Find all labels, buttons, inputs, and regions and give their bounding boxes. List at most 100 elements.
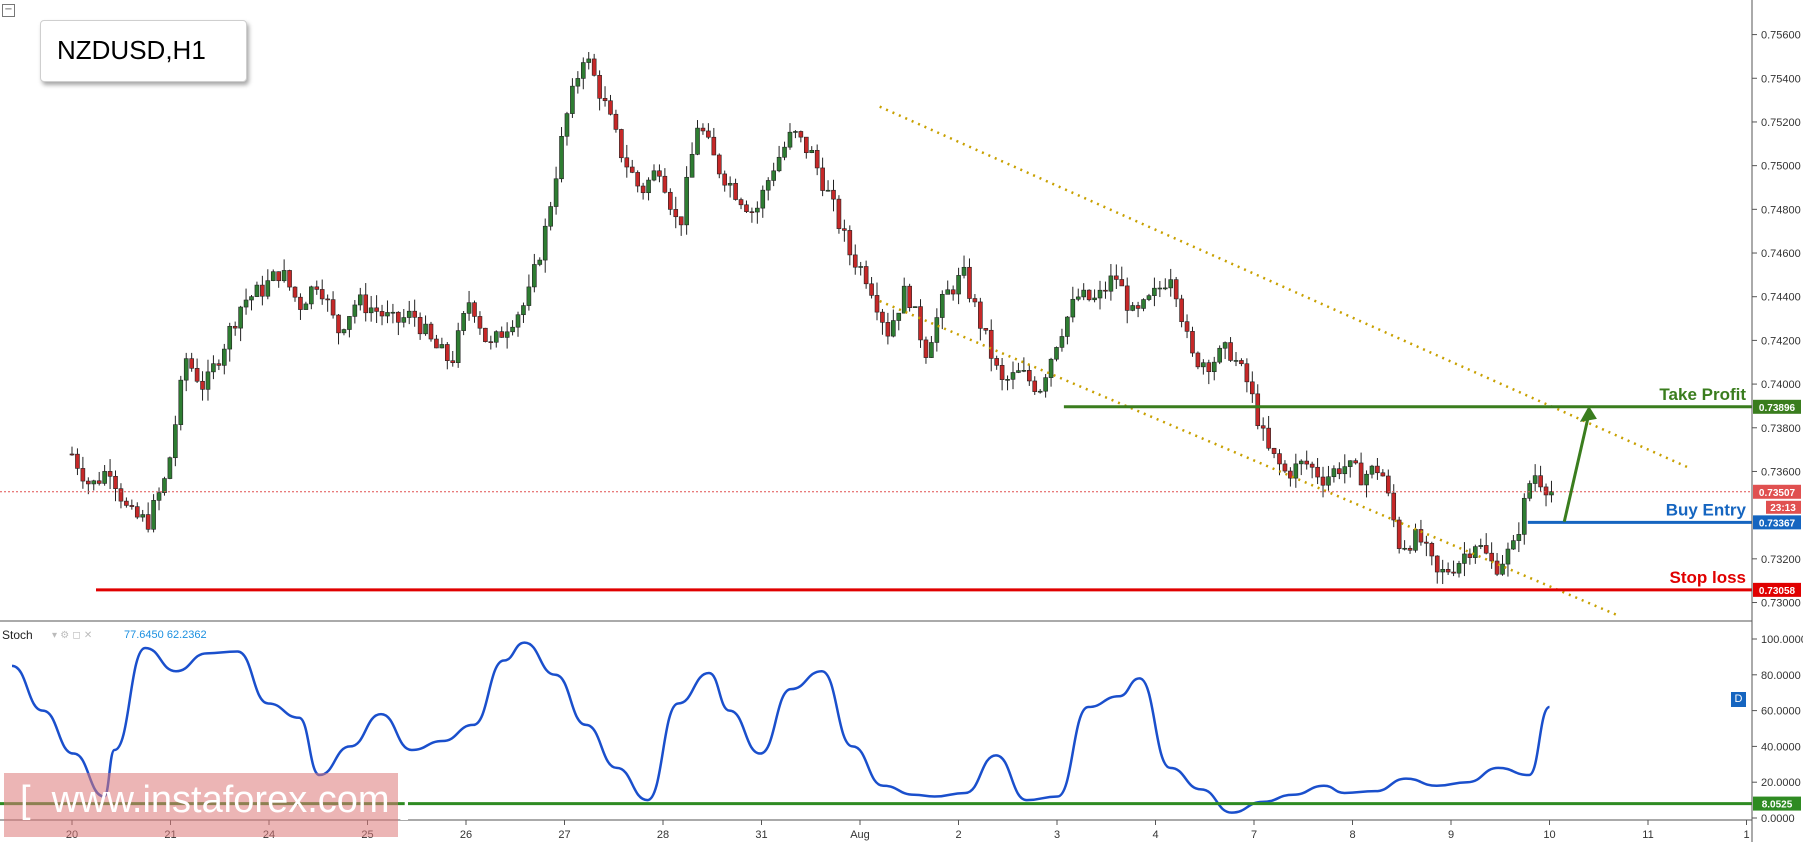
candle: [700, 123, 706, 135]
candle: [858, 261, 863, 276]
channel-upper-line: [879, 105, 1688, 469]
candle-body: [836, 198, 842, 229]
candle-body: [151, 500, 156, 530]
candle-body: [493, 331, 499, 343]
candle-body: [1010, 372, 1016, 380]
candle: [1065, 316, 1070, 345]
candle: [1434, 555, 1440, 584]
candle: [1353, 458, 1358, 465]
candle-body: [684, 176, 689, 226]
candle-body: [1320, 476, 1326, 486]
candle: [733, 178, 738, 201]
candle: [183, 352, 189, 392]
minimize-icon[interactable]: −: [2, 4, 15, 17]
candle-body: [961, 266, 967, 276]
candle-body: [1462, 553, 1467, 564]
candle-body: [173, 424, 178, 459]
candle: [934, 308, 940, 352]
candle: [390, 303, 396, 324]
candle-body: [477, 316, 483, 329]
candle-body: [771, 170, 776, 181]
candle: [488, 335, 494, 350]
candle-body: [232, 325, 238, 329]
candle-body: [396, 311, 401, 323]
candle-body: [814, 150, 820, 169]
candle-body: [1092, 297, 1097, 301]
candle-body: [782, 146, 787, 158]
candle: [782, 141, 787, 161]
candle-body: [1342, 466, 1348, 475]
candle: [950, 285, 956, 301]
candle-body: [145, 514, 151, 530]
candle-body: [1505, 548, 1511, 565]
candle-body: [162, 478, 167, 493]
candle-body: [1103, 289, 1108, 292]
candle: [450, 350, 456, 367]
candle: [722, 170, 728, 192]
candle-body: [390, 311, 396, 314]
candle-body: [1217, 347, 1222, 363]
candle: [961, 255, 967, 279]
candle: [1527, 480, 1533, 502]
candle: [1119, 266, 1125, 287]
candle: [1331, 465, 1337, 483]
candle: [151, 494, 156, 533]
candle: [820, 157, 825, 197]
candle-body: [1157, 287, 1163, 290]
candle-body: [706, 130, 711, 138]
candle-body: [891, 320, 896, 337]
candle-body: [1429, 542, 1435, 557]
candle-body: [1413, 529, 1418, 551]
stop-loss-price-label: 0.73058: [1759, 586, 1796, 597]
candle: [939, 290, 945, 330]
candle-body: [1549, 491, 1554, 496]
candle: [91, 479, 97, 491]
stoch-line: [11, 641, 1551, 814]
candle: [532, 253, 537, 293]
candle: [564, 111, 570, 146]
candle: [140, 509, 146, 522]
candle-body: [542, 225, 548, 261]
candle: [194, 358, 200, 383]
candle: [1369, 464, 1375, 479]
symbol-label: NZDUSD,H1: [57, 35, 206, 65]
candle-body: [1146, 295, 1152, 300]
candle: [744, 200, 749, 214]
candle: [918, 299, 923, 348]
candle: [678, 216, 684, 236]
price-pane: Take Profit Buy Entry Stop loss: [0, 52, 1752, 617]
candle-body: [1277, 453, 1282, 465]
candle: [1543, 483, 1549, 507]
candle: [1168, 268, 1174, 297]
candle-body: [1201, 362, 1206, 368]
candle: [1440, 559, 1445, 585]
candle: [221, 343, 227, 375]
candle: [580, 57, 586, 90]
candle-body: [1451, 571, 1456, 574]
candle: [1282, 460, 1288, 474]
candle-body: [1152, 287, 1157, 296]
candle-body: [80, 468, 86, 482]
candle-body: [1135, 305, 1141, 309]
candle: [526, 274, 532, 311]
candle-body: [1527, 483, 1533, 499]
candle: [945, 280, 951, 295]
candle: [852, 244, 858, 275]
candle: [483, 327, 488, 343]
candle: [755, 201, 760, 224]
x-tick-label: 8: [1349, 829, 1355, 841]
indicator-controls-icon[interactable]: ▾ ⚙ ◻ ✕: [52, 630, 93, 641]
candle-body: [211, 363, 216, 373]
candle-body: [1538, 475, 1543, 488]
candle-body: [967, 266, 972, 299]
candle-body: [1288, 470, 1293, 479]
candle-body: [825, 189, 831, 192]
candle: [1184, 314, 1190, 339]
candle: [336, 314, 341, 345]
target-arrow-shaft: [1562, 413, 1591, 523]
candle: [956, 267, 961, 305]
candle-body: [357, 294, 363, 306]
candle-body: [950, 289, 956, 295]
candle: [978, 297, 983, 341]
